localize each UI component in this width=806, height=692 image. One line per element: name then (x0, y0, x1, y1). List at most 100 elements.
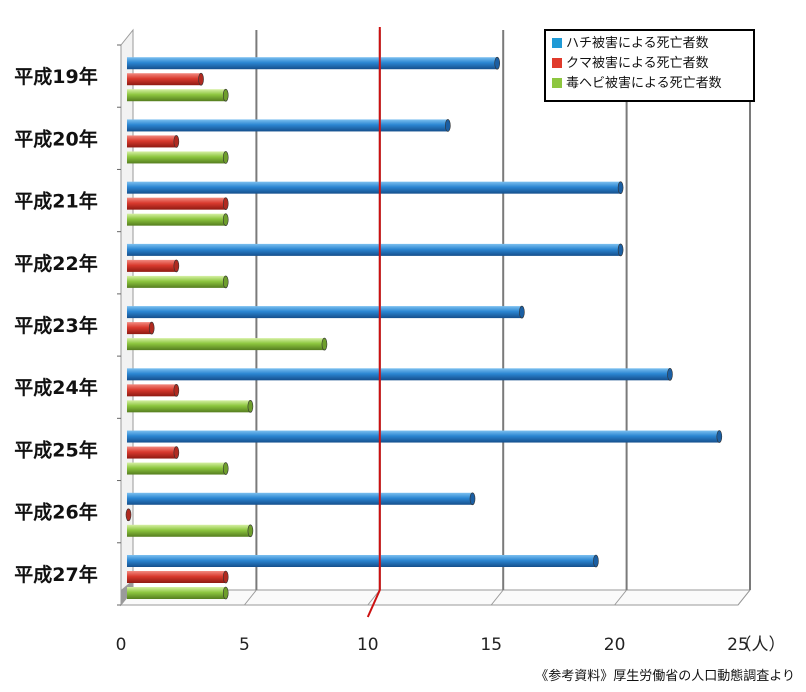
bar-cap (494, 56, 501, 70)
bar-cap (173, 384, 180, 397)
bar-body (127, 571, 226, 583)
category-label: 平成24年 (14, 376, 97, 399)
legend-entry: ハチ被害による死亡者数 (566, 35, 709, 51)
bar-hebi (127, 400, 254, 413)
bar-body (127, 462, 226, 475)
bar-kuma (127, 72, 204, 86)
category-label: 平成21年 (14, 190, 97, 213)
bar-body (127, 135, 177, 148)
bar-body (127, 119, 448, 132)
legend-entry: 毒ヘビ被害による死亡者数 (566, 75, 722, 91)
bar-kuma (127, 446, 180, 459)
bar-hachi (127, 119, 451, 132)
bar-kuma (127, 384, 180, 397)
source-note: 《参考資料》厚生労働省の人口動態調査より (535, 668, 795, 684)
bar-body (127, 73, 202, 86)
bar-hebi (127, 586, 229, 600)
bar-body (127, 197, 226, 210)
bar-hebi (127, 275, 229, 289)
legend-swatch (552, 78, 562, 88)
x-unit-label: （人） (735, 635, 786, 655)
bar-hachi (127, 56, 501, 70)
bar-body (127, 306, 522, 319)
bar-hachi (127, 554, 599, 568)
bar-cap (222, 275, 229, 289)
bar-body (127, 384, 177, 397)
bar-kuma (127, 321, 155, 335)
bar-body (127, 587, 226, 599)
bar-body (127, 430, 720, 443)
x-tick-label: 0 (116, 635, 127, 655)
category-label: 平成27年 (14, 563, 97, 586)
bar-cap (716, 430, 723, 443)
bar-cap (617, 181, 624, 194)
legend-box (544, 29, 755, 102)
bar-kuma (125, 508, 132, 522)
bar-cap (247, 400, 254, 413)
bar-cap (222, 88, 229, 102)
gridline-floor (490, 589, 504, 606)
reference-line-10 (366, 27, 381, 618)
bar-cap (445, 119, 451, 132)
bar-cap (222, 586, 229, 600)
bar-cap (222, 213, 229, 226)
bar-hachi (127, 181, 624, 194)
gridline-floor (737, 589, 751, 606)
gridline-floor (244, 589, 257, 606)
bars (125, 56, 723, 600)
bar-hebi (127, 151, 229, 164)
bar-body (127, 151, 226, 164)
bar-cap (173, 446, 180, 459)
x-tick-label: 25 (727, 635, 749, 655)
bar-hebi (127, 462, 229, 475)
bar-cap (125, 508, 132, 522)
bar-body (127, 259, 177, 272)
bar-cap (617, 243, 624, 257)
category-label: 平成19年 (14, 65, 97, 88)
x-tick-labels: 0 5 10 15 20 25 (116, 635, 749, 655)
bar-cap (222, 197, 229, 210)
x-tick-label: 20 (604, 635, 626, 655)
bar-kuma (127, 197, 229, 210)
bar-body (127, 492, 473, 505)
bar-body (127, 555, 596, 567)
gridline-floor (614, 589, 627, 606)
bar-cap (198, 72, 204, 86)
bar-cap (222, 151, 229, 164)
legend-swatch (552, 38, 562, 48)
bar-body (127, 89, 226, 102)
bar-body (127, 524, 251, 537)
bar-hebi (127, 337, 328, 351)
legend-swatch (552, 58, 562, 68)
x-tick-label: 5 (239, 635, 250, 655)
category-label: 平成20年 (14, 127, 97, 150)
bar-hachi (127, 305, 525, 319)
bar-cap (321, 337, 328, 351)
reference-line (366, 27, 381, 618)
bar-kuma (127, 259, 180, 273)
bar-body (127, 338, 325, 351)
bar-cap (173, 259, 180, 273)
bar-kuma (127, 135, 180, 148)
bar-cap (222, 462, 229, 475)
x-tick-label: 10 (357, 635, 379, 655)
bar-body (127, 243, 621, 256)
bar-body (127, 322, 152, 335)
bar-cap (519, 305, 525, 319)
bar-hachi (127, 430, 723, 443)
bar-body (127, 275, 226, 288)
bar-cap (469, 492, 476, 506)
bar-hebi (127, 524, 254, 538)
bar-hachi (127, 492, 476, 506)
bar-hebi (127, 88, 229, 102)
category-labels: 平成19年平成20年平成21年平成22年平成23年平成24年平成25年平成26年… (14, 65, 97, 586)
x-tick-label: 15 (480, 635, 502, 655)
bar-cap (222, 570, 229, 584)
bar-cap (593, 554, 599, 568)
category-label: 平成26年 (14, 501, 97, 524)
category-label: 平成25年 (14, 438, 97, 461)
bar-body (127, 446, 177, 459)
bar-cap (173, 135, 180, 148)
